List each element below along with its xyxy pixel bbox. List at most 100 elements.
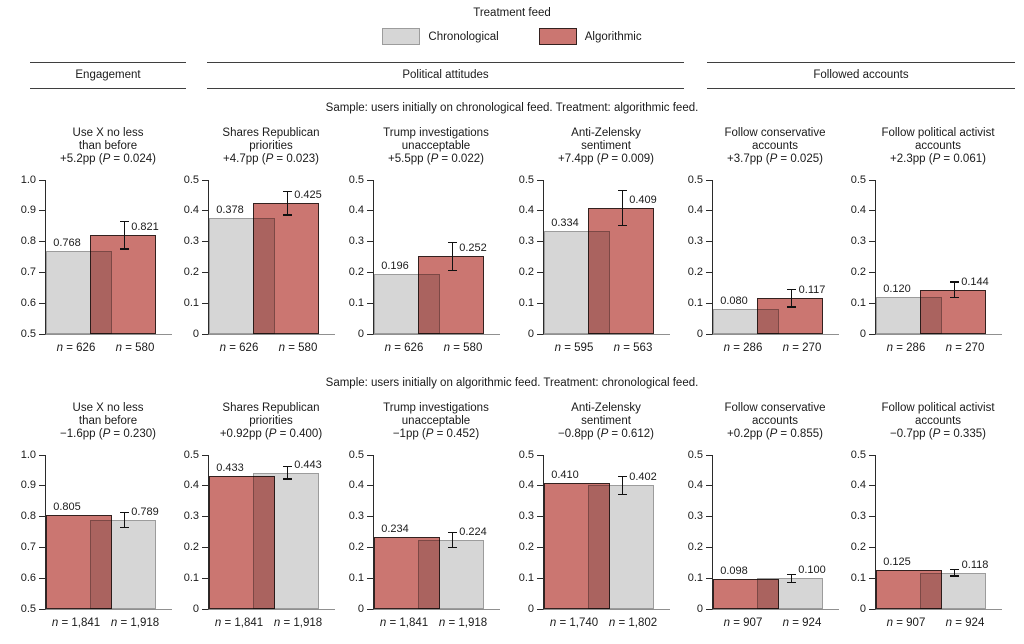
sample-size-label: n = 924 (782, 617, 822, 629)
bar-chronological (253, 473, 319, 609)
panel-title-line: Follow political activist (881, 402, 995, 414)
y-tick-label: 1.0 (20, 173, 36, 186)
panel-effect-line: +3.7pp (P = 0.025) (727, 153, 823, 165)
panel-title-line: Follow conservative (724, 402, 826, 414)
bar-value-label: 0.402 (629, 471, 657, 483)
error-bar (954, 281, 956, 298)
sample-size-label: n = 270 (945, 342, 985, 354)
y-tick (869, 271, 875, 273)
bar-value-label: 0.768 (53, 237, 81, 249)
sample-size-row: n = 626 n = 580 (208, 342, 334, 356)
error-bar-cap (448, 532, 457, 534)
panel-title: Follow political activist accounts −0.7pp … (875, 402, 1001, 441)
panel-effect-line: −1.6pp (P = 0.230) (60, 428, 156, 440)
plot-area: 0.5 0.4 0.3 0.2 0.1 0 0.120 0.144 (851, 174, 1002, 340)
error-bar (287, 190, 289, 216)
chart-panel: Anti-Zelensky sentiment −0.8pp (P = 0.612)… (505, 402, 673, 631)
y-tick (202, 210, 208, 212)
y-tick (869, 302, 875, 304)
y-tick-label: 0.2 (348, 265, 364, 278)
y-tick-label: 0 (192, 327, 199, 340)
sample-size-row: n = 286 n = 270 (712, 342, 838, 356)
legend-label-chronological: Chronological (428, 30, 499, 43)
panel-title: Follow conservative accounts +0.2pp (P = 0… (712, 402, 838, 441)
y-tick (367, 516, 373, 518)
y-tick-label: 0.9 (20, 479, 36, 492)
sample-size-label: n = 1,918 (438, 617, 488, 629)
y-tick-label: 0 (859, 327, 866, 340)
y-tick-label: 0.1 (348, 571, 364, 584)
y-tick (537, 271, 543, 273)
y-tick (202, 241, 208, 243)
error-bar-cap (787, 288, 796, 291)
panel-effect-line: +5.2pp (P = 0.024) (60, 153, 156, 165)
y-tick-label: 0 (859, 602, 866, 615)
panel-title-line: Use X no less (72, 402, 144, 414)
y-tick-label: 1.0 (20, 448, 36, 461)
y-tick-label: 0.1 (183, 296, 199, 309)
y-tick-label: 0.2 (518, 265, 534, 278)
sample-size-label: n = 1,841 (379, 617, 429, 629)
sample-size-row: n = 907 n = 924 (875, 617, 1001, 631)
panel-title: Trump investigations unacceptable +5.5pp (… (373, 127, 499, 166)
legend-title: Treatment feed (473, 7, 551, 19)
sample-size-label: n = 907 (886, 617, 926, 629)
y-tick (367, 485, 373, 487)
y-tick (537, 333, 543, 335)
sample-size-label: n = 270 (782, 342, 822, 354)
y-tick (39, 210, 45, 212)
y-tick-label: 0.4 (687, 204, 703, 217)
y-tick-label: 0 (357, 602, 364, 615)
y-tick-label: 0.2 (348, 540, 364, 553)
panel-title-line: accounts (751, 140, 799, 152)
sample-size-label: n = 580 (278, 342, 318, 354)
y-tick (39, 302, 45, 304)
chart-panel: Follow political activist accounts −0.7pp … (837, 402, 1005, 631)
y-tick (537, 485, 543, 487)
bar-chronological (90, 520, 156, 609)
chart-panel: Shares Republican priorities +4.7pp (P = 0… (170, 127, 338, 356)
y-tick (706, 241, 712, 243)
y-tick-label: 0 (696, 602, 703, 615)
y-tick-label: 0.4 (850, 479, 866, 492)
sample-size-label: n = 595 (554, 342, 594, 354)
y-tick (367, 302, 373, 304)
panel-title-line: accounts (914, 140, 962, 152)
bar-chronological (757, 578, 823, 609)
y-tick (537, 608, 543, 610)
y-tick-label: 0.7 (20, 540, 36, 553)
error-bar (622, 190, 624, 226)
bar-value-label: 0.252 (459, 242, 487, 254)
y-tick-label: 0.8 (20, 510, 36, 523)
y-tick (537, 577, 543, 579)
y-tick-label: 0.5 (687, 173, 703, 186)
y-tick (706, 454, 712, 456)
sample-size-label: n = 563 (613, 342, 653, 354)
y-tick (39, 179, 45, 181)
sample-size-label: n = 626 (56, 342, 96, 354)
y-tick-label: 0.5 (687, 448, 703, 461)
y-tick-label: 0.4 (687, 479, 703, 492)
y-tick (202, 333, 208, 335)
y-tick-label: 0.5 (183, 448, 199, 461)
panel-title-line: sentiment (581, 415, 631, 427)
y-tick (537, 454, 543, 456)
y-tick-label: 0.6 (20, 571, 36, 584)
bar-chronological (920, 573, 986, 609)
y-tick-label: 0.1 (687, 296, 703, 309)
y-tick (537, 546, 543, 548)
column-group-political-attitudes: Political attitudes (207, 62, 684, 89)
panel-title-line: unacceptable (401, 415, 471, 427)
bar-value-label: 0.117 (798, 284, 826, 296)
y-tick (202, 546, 208, 548)
panel-effect-line: +7.4pp (P = 0.009) (558, 153, 654, 165)
y-tick-label: 0.2 (850, 540, 866, 553)
y-tick (367, 577, 373, 579)
y-tick-label: 0.3 (687, 235, 703, 248)
y-tick (367, 179, 373, 181)
plot-area: 0.5 0.4 0.3 0.2 0.1 0 0.196 0.252 (349, 174, 500, 340)
y-tick-label: 0.4 (183, 204, 199, 217)
y-tick-label: 0.3 (348, 510, 364, 523)
error-bar-cap (950, 296, 959, 299)
y-tick (706, 271, 712, 273)
